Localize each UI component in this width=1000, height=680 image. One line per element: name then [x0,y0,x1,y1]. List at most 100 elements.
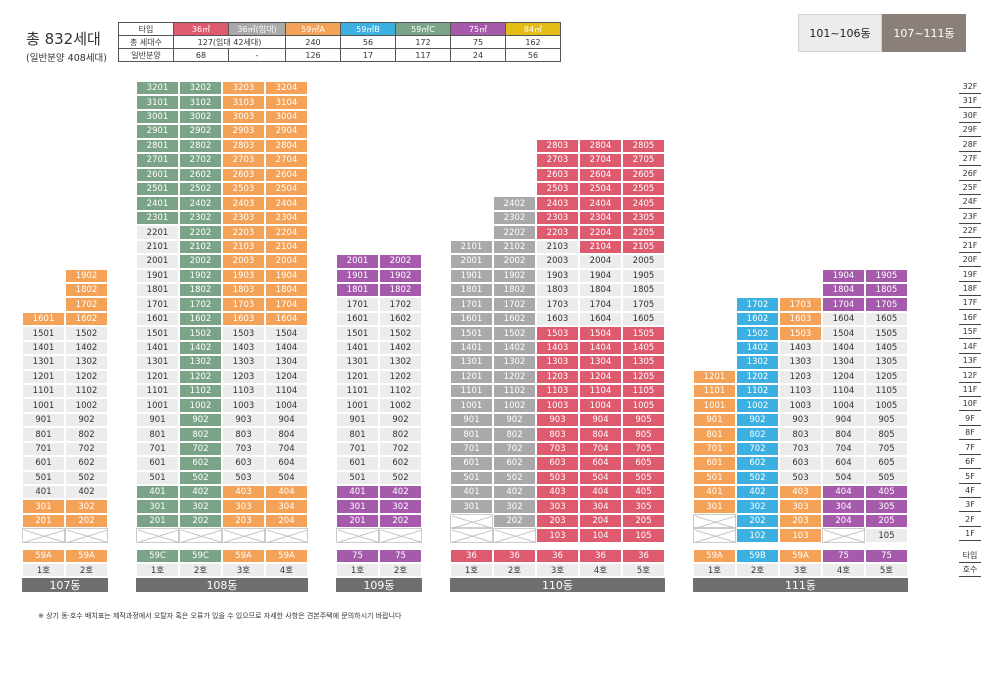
unit-cell [136,528,180,544]
unit-cell: 301 [450,499,493,514]
total-units-row: 총 세대수 127(임대 42세대) 240 56 172 75 162 [118,35,561,49]
unit-cell: 901 [693,412,736,428]
tab-107-111[interactable]: 107~111동 [882,14,966,52]
unit-cell: 1301 [136,355,179,370]
unit-cell: 1803 [222,283,265,298]
unit-cell: 2001 [136,254,179,269]
unit-cell: 1303 [779,355,822,370]
unit-cell: 1002 [65,398,108,413]
unit-cell: 2301 [136,210,179,226]
unit-cell: 1602 [736,311,779,327]
floor-label: 7F [959,442,981,455]
unit-cell: 304 [579,499,622,514]
floor-label: 5F [959,471,981,484]
floor-label: 19F [959,269,981,282]
unit-cell: 1603 [222,311,265,327]
unit-cell: 2005 [622,254,665,269]
unit-cell: 1405 [622,340,665,356]
unit-cell: 201 [22,513,65,529]
unit-cell: 1902 [65,268,108,283]
tab-101-106[interactable]: 101~106동 [798,14,882,52]
unit-cell: 702 [379,441,422,457]
unit-cell: 102 [736,528,779,543]
unit-cell [65,528,109,544]
unit-cell [222,528,266,544]
unit-cell: 2102 [179,239,222,255]
unit-cell: 502 [736,470,779,486]
row-value: 17 [340,48,396,62]
unit-cell: 501 [693,470,736,486]
unit-cell: 1501 [336,326,379,341]
unit-cell: 1305 [622,355,665,370]
unit-cell: 1704 [265,297,308,312]
unit-cell: 1704 [822,297,865,312]
unit-cell [336,528,380,544]
unit-cell: 501 [336,470,379,486]
unit-cell: 1404 [822,340,865,356]
unit-cell [693,513,737,529]
floor-label: 30F [959,110,981,123]
unit-cell: 1204 [579,369,622,385]
unit-cell: 1601 [336,311,379,327]
unit-cell: 1502 [736,326,779,341]
unit-cell: 905 [622,412,665,428]
unit-cell: 2604 [265,167,308,182]
unit-cell: 504 [579,470,622,486]
unit-cell: 804 [579,427,622,442]
no-unit-cross-icon [694,529,737,544]
column-unit-number: 5호 [622,563,665,577]
unit-cell: 1605 [622,311,665,327]
unit-cell: 305 [622,499,665,514]
unit-cell: 301 [336,499,379,514]
unit-cell: 402 [493,485,536,500]
unit-cell: 604 [265,456,308,471]
unit-cell: 701 [136,441,179,457]
column-unit-number: 2호 [493,563,536,577]
unit-cell: 302 [379,499,422,514]
unit-cell: 1204 [265,369,308,385]
unit-cell: 1801 [336,283,379,298]
unit-cell: 1601 [22,311,65,327]
unit-cell: 1201 [450,369,493,385]
no-unit-cross-icon [451,529,494,544]
type-59c: 59㎡C [395,22,451,36]
unit-cell: 2704 [265,153,308,168]
unit-cell: 2002 [493,254,536,269]
column-type-label: 59C [136,549,179,563]
unit-cell: 1702 [65,297,108,312]
unit-cell: 705 [865,441,908,457]
column-unit-number: 1호 [336,563,379,577]
unit-cell: 2302 [179,210,222,226]
unit-cell: 201 [136,513,179,529]
unit-cell: 1303 [536,355,579,370]
unit-cell: 605 [865,456,908,471]
unit-cell: 903 [222,412,265,428]
column-unit-number: 3호 [779,563,822,577]
unit-cell: 2705 [622,153,665,168]
unit-cell: 1004 [822,398,865,413]
unit-cell: 803 [536,427,579,442]
unit-cell: 2305 [622,210,665,226]
unit-cell: 1201 [136,369,179,385]
unit-cell: 1504 [822,326,865,341]
unit-cell: 501 [22,470,65,486]
unit-cell: 3003 [222,109,265,125]
unit-cell: 2601 [136,167,179,182]
floor-label: 14F [959,341,981,354]
unit-cell: 1005 [622,398,665,413]
unit-cell: 403 [779,485,822,500]
unit-cell: 902 [736,412,779,428]
unit-cell: 904 [579,412,622,428]
unit-cell: 2202 [179,225,222,240]
column-type-label: 59A [693,549,736,563]
unit-cell: 2505 [622,182,665,197]
unit-cell: 1201 [336,369,379,385]
unit-cell: 403 [222,485,265,500]
unit-cell: 1202 [179,369,222,385]
floor-label: 23F [959,211,981,224]
column-unit-number: 1호 [693,563,736,577]
unit-cell: 502 [493,470,536,486]
unit-cell: 1602 [179,311,222,327]
unit-cell: 1602 [493,311,536,327]
floor-label: 22F [959,225,981,239]
